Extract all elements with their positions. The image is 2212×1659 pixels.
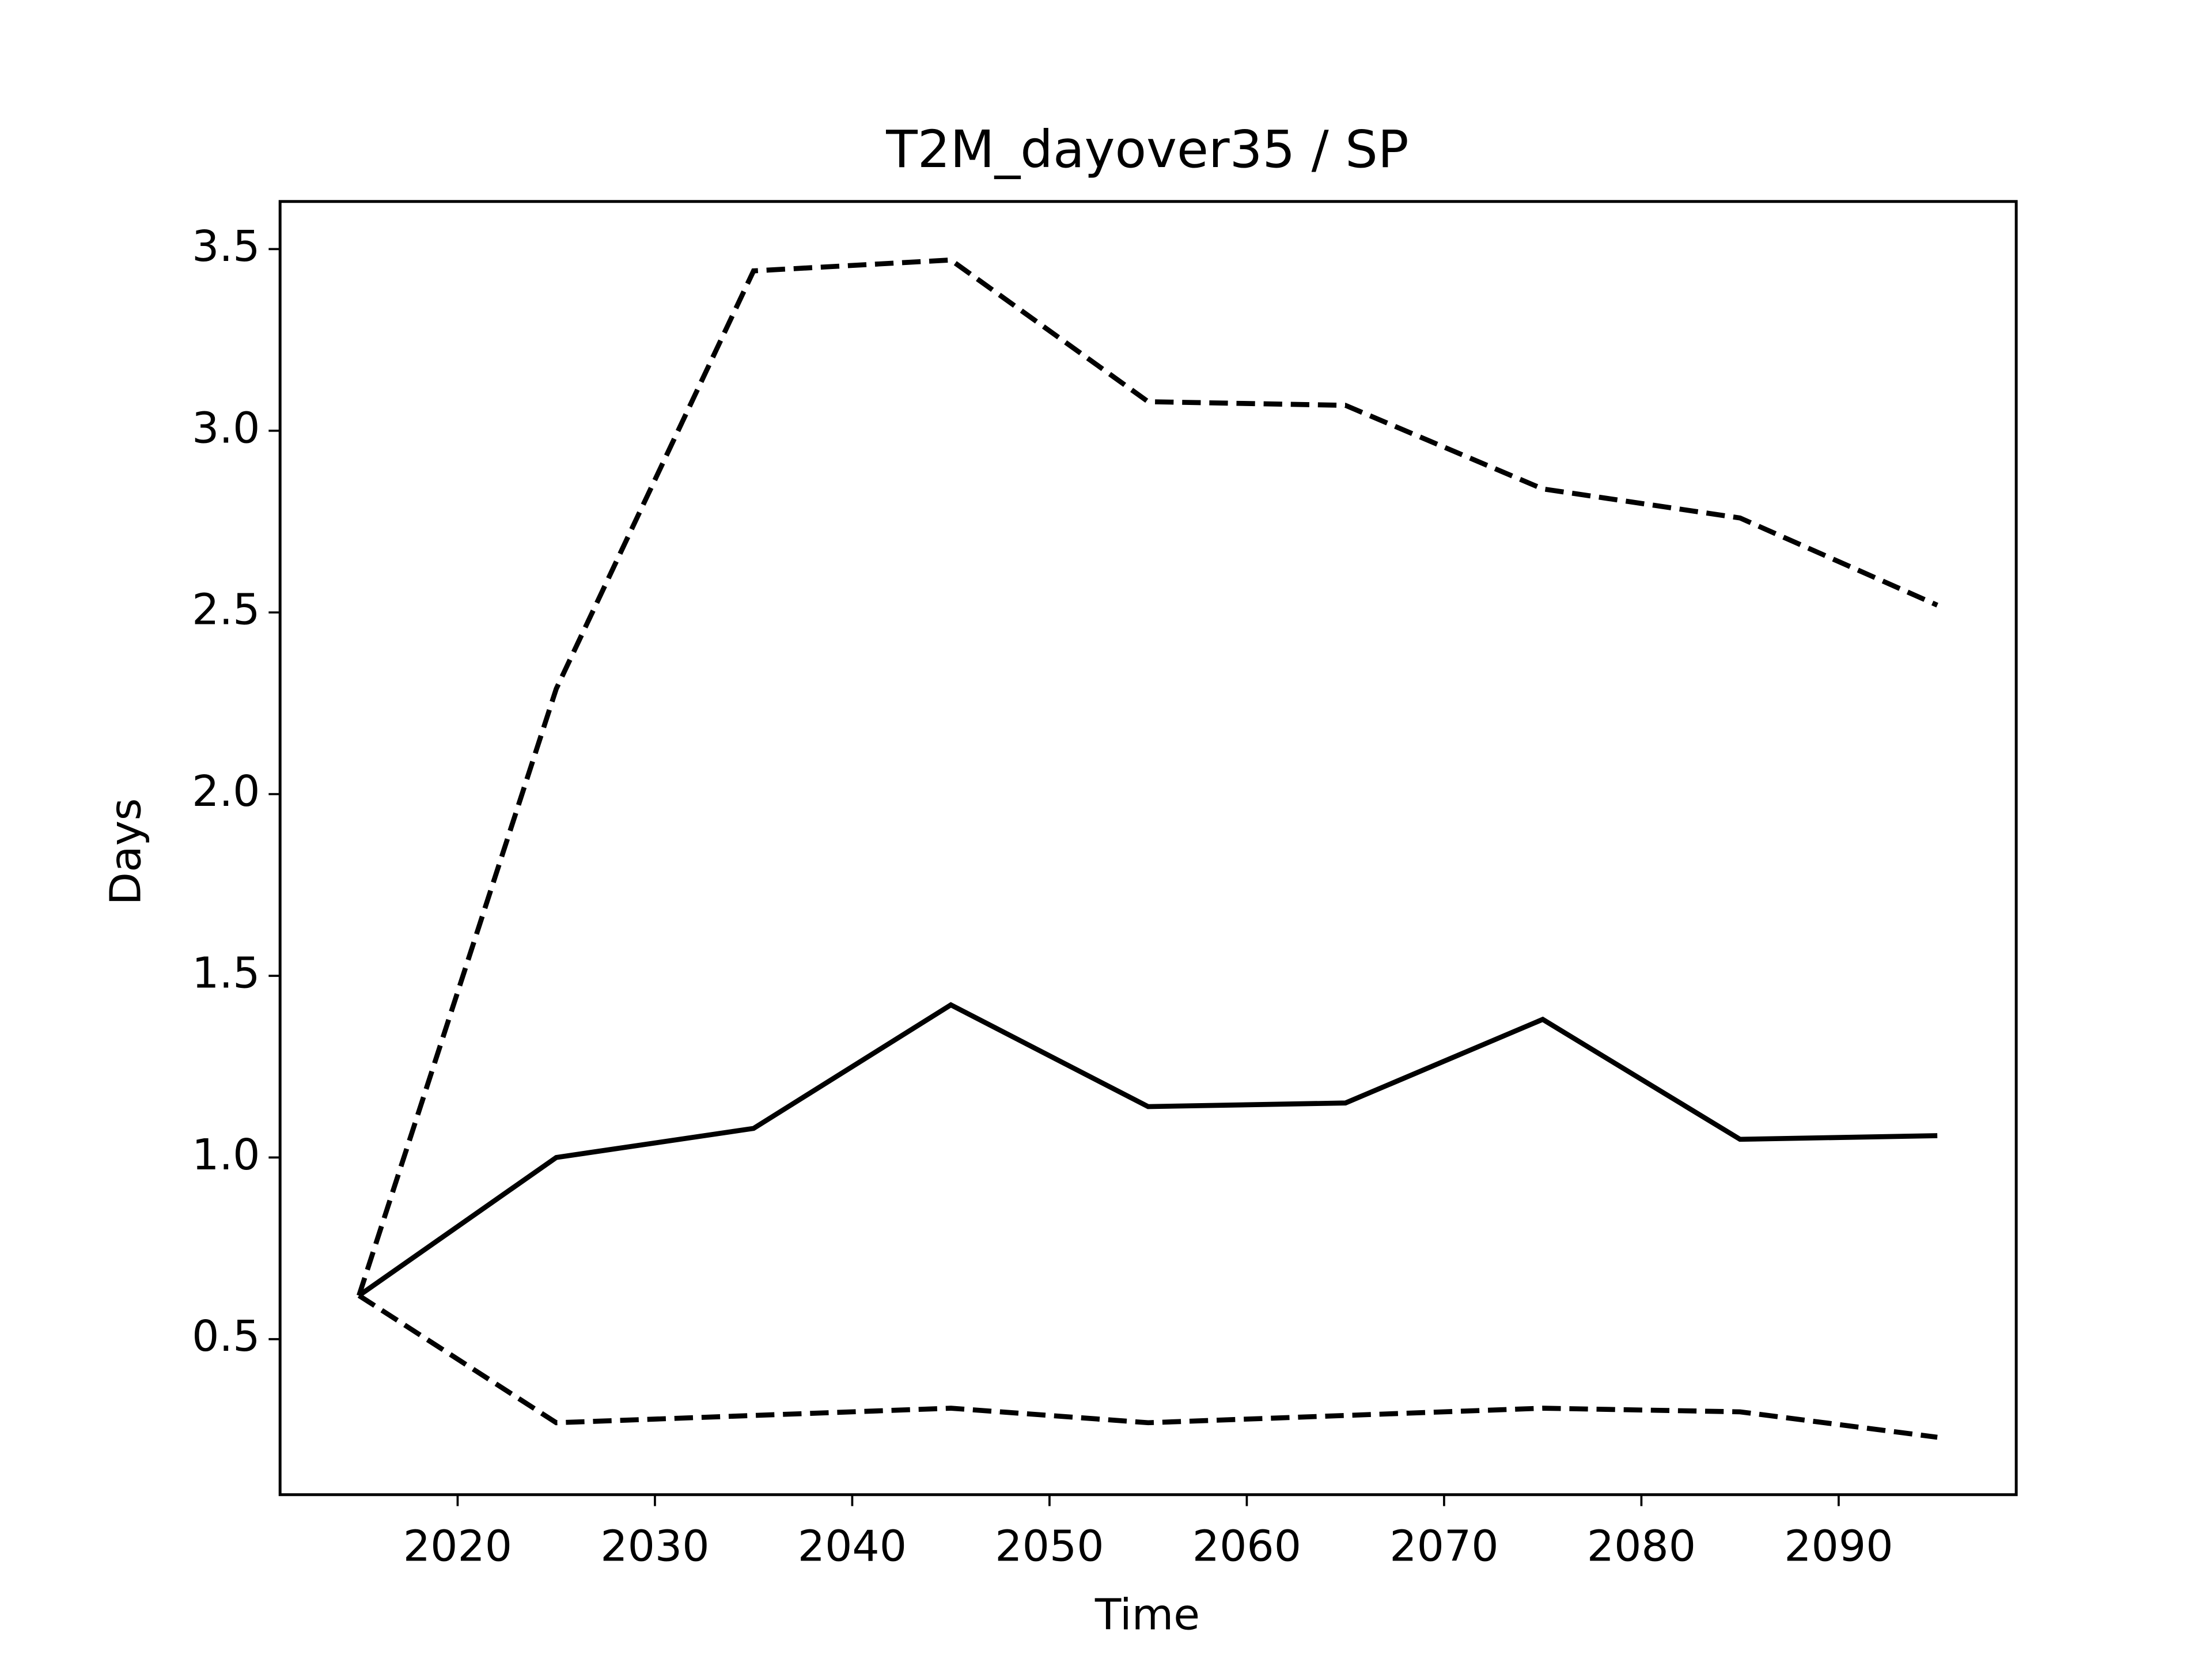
x-tick-label: 2030 [600, 1521, 709, 1571]
plot-frame [278, 200, 2018, 1497]
y-tick-label: 2.5 [192, 585, 260, 635]
y-tick-label: 1.0 [192, 1130, 260, 1180]
x-tick-label: 2090 [1784, 1521, 1893, 1571]
x-axis-label: Time [1094, 1590, 1200, 1640]
x-tick-label: 2040 [798, 1521, 907, 1571]
y-tick-label: 3.5 [192, 221, 260, 271]
x-tick-label: 2060 [1192, 1521, 1301, 1571]
data-line [357, 1002, 1938, 1298]
data-line [357, 1293, 1938, 1440]
x-tick-label: 2020 [403, 1521, 512, 1571]
x-tick-label: 2050 [995, 1521, 1104, 1571]
x-tick-label: 2080 [1587, 1521, 1696, 1571]
y-tick-label: 0.5 [192, 1311, 260, 1361]
y-tick-label: 2.0 [192, 766, 260, 816]
chart-title: T2M_dayover35 / SP [885, 120, 1408, 180]
y-tick-label: 1.5 [192, 948, 260, 998]
y-tick-label: 3.0 [192, 403, 260, 453]
x-tick-label: 2070 [1389, 1521, 1498, 1571]
data-line [357, 257, 1938, 1297]
y-axis-label: Days [101, 798, 151, 906]
